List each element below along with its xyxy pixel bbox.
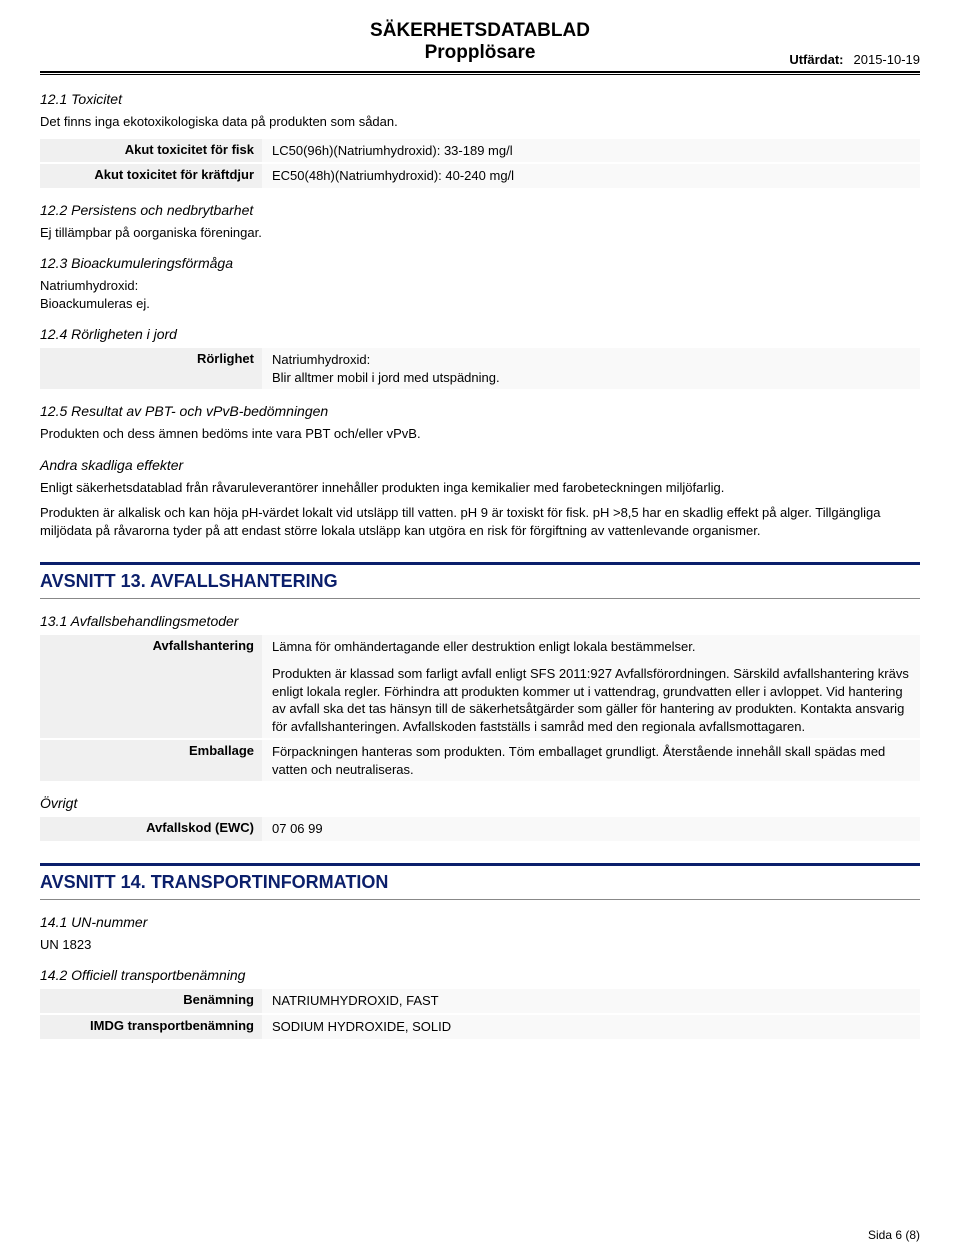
section-12-1-intro: Det finns inga ekotoxikologiska data på …	[40, 113, 920, 131]
section-12-3-title: 12.3 Bioackumuleringsförmåga	[40, 255, 920, 271]
table-row: IMDG transportbenämning SODIUM HYDROXIDE…	[40, 1015, 920, 1039]
other-title: Övrigt	[40, 795, 920, 811]
table-row: Avfallshantering Lämna för omhändertagan…	[40, 635, 920, 739]
section-12-3-text: Natriumhydroxid: Bioackumuleras ej.	[40, 277, 920, 312]
table-row: Akut toxicitet för kräftdjur EC50(48h)(N…	[40, 164, 920, 188]
doc-type: SÄKERHETSDATABLAD	[40, 20, 920, 42]
table-row: Rörlighet Natriumhydroxid: Blir alltmer …	[40, 348, 920, 389]
fish-toxicity-label: Akut toxicitet för fisk	[40, 139, 262, 163]
section-12-4-title: 12.4 Rörligheten i jord	[40, 326, 920, 342]
section-12-2-text: Ej tillämpbar på oorganiska föreningar.	[40, 224, 920, 242]
waste-handling-p1: Lämna för omhändertagande eller destrukt…	[272, 638, 914, 656]
waste-handling-label: Avfallshantering	[40, 635, 262, 739]
section-14-header: AVSNITT 14. TRANSPORTINFORMATION	[40, 863, 920, 900]
packaging-label: Emballage	[40, 740, 262, 781]
other-effects-title: Andra skadliga effekter	[40, 457, 920, 473]
other-effects-p2: Produkten är alkalisk och kan höja pH-vä…	[40, 504, 920, 539]
designation-value: NATRIUMHYDROXID, FAST	[262, 989, 920, 1013]
document-header: SÄKERHETSDATABLAD Propplösare Utfärdat: …	[40, 20, 920, 75]
imdg-value: SODIUM HYDROXIDE, SOLID	[262, 1015, 920, 1039]
page-number: Sida 6 (8)	[868, 1228, 920, 1242]
issued-date: 2015-10-19	[854, 52, 921, 67]
other-effects-p1: Enligt säkerhetsdatablad från råvaruleve…	[40, 479, 920, 497]
section-13-1-title: 13.1 Avfallsbehandlingsmetoder	[40, 613, 920, 629]
crustacean-toxicity-label: Akut toxicitet för kräftdjur	[40, 164, 262, 188]
packaging-value: Förpackningen hanteras som produkten. Tö…	[262, 740, 920, 781]
imdg-label: IMDG transportbenämning	[40, 1015, 262, 1039]
section-13-header: AVSNITT 13. AVFALLSHANTERING	[40, 562, 920, 599]
table-row: Avfallskod (EWC) 07 06 99	[40, 817, 920, 841]
section-12-2-title: 12.2 Persistens och nedbrytbarhet	[40, 202, 920, 218]
ewc-label: Avfallskod (EWC)	[40, 817, 262, 841]
mobility-label: Rörlighet	[40, 348, 262, 389]
waste-handling-p2: Produkten är klassad som farligt avfall …	[272, 665, 914, 735]
section-14-2-title: 14.2 Officiell transportbenämning	[40, 967, 920, 983]
ewc-value: 07 06 99	[262, 817, 920, 841]
issued-label: Utfärdat:	[789, 52, 843, 67]
mobility-value: Natriumhydroxid: Blir alltmer mobil i jo…	[262, 348, 920, 389]
fish-toxicity-value: LC50(96h)(Natriumhydroxid): 33-189 mg/l	[262, 139, 920, 163]
table-row: Emballage Förpackningen hanteras som pro…	[40, 740, 920, 781]
header-rule-thin	[40, 74, 920, 75]
crustacean-toxicity-value: EC50(48h)(Natriumhydroxid): 40-240 mg/l	[262, 164, 920, 188]
section-12-5-text: Produkten och dess ämnen bedöms inte var…	[40, 425, 920, 443]
table-row: Akut toxicitet för fisk LC50(96h)(Natriu…	[40, 139, 920, 163]
section-14-1-title: 14.1 UN-nummer	[40, 914, 920, 930]
designation-label: Benämning	[40, 989, 262, 1013]
un-number: UN 1823	[40, 936, 920, 954]
header-rule-thick	[40, 71, 920, 73]
table-row: Benämning NATRIUMHYDROXID, FAST	[40, 989, 920, 1013]
waste-handling-value: Lämna för omhändertagande eller destrukt…	[262, 635, 920, 739]
section-12-5-title: 12.5 Resultat av PBT- och vPvB-bedömning…	[40, 403, 920, 419]
section-12-1-title: 12.1 Toxicitet	[40, 91, 920, 107]
